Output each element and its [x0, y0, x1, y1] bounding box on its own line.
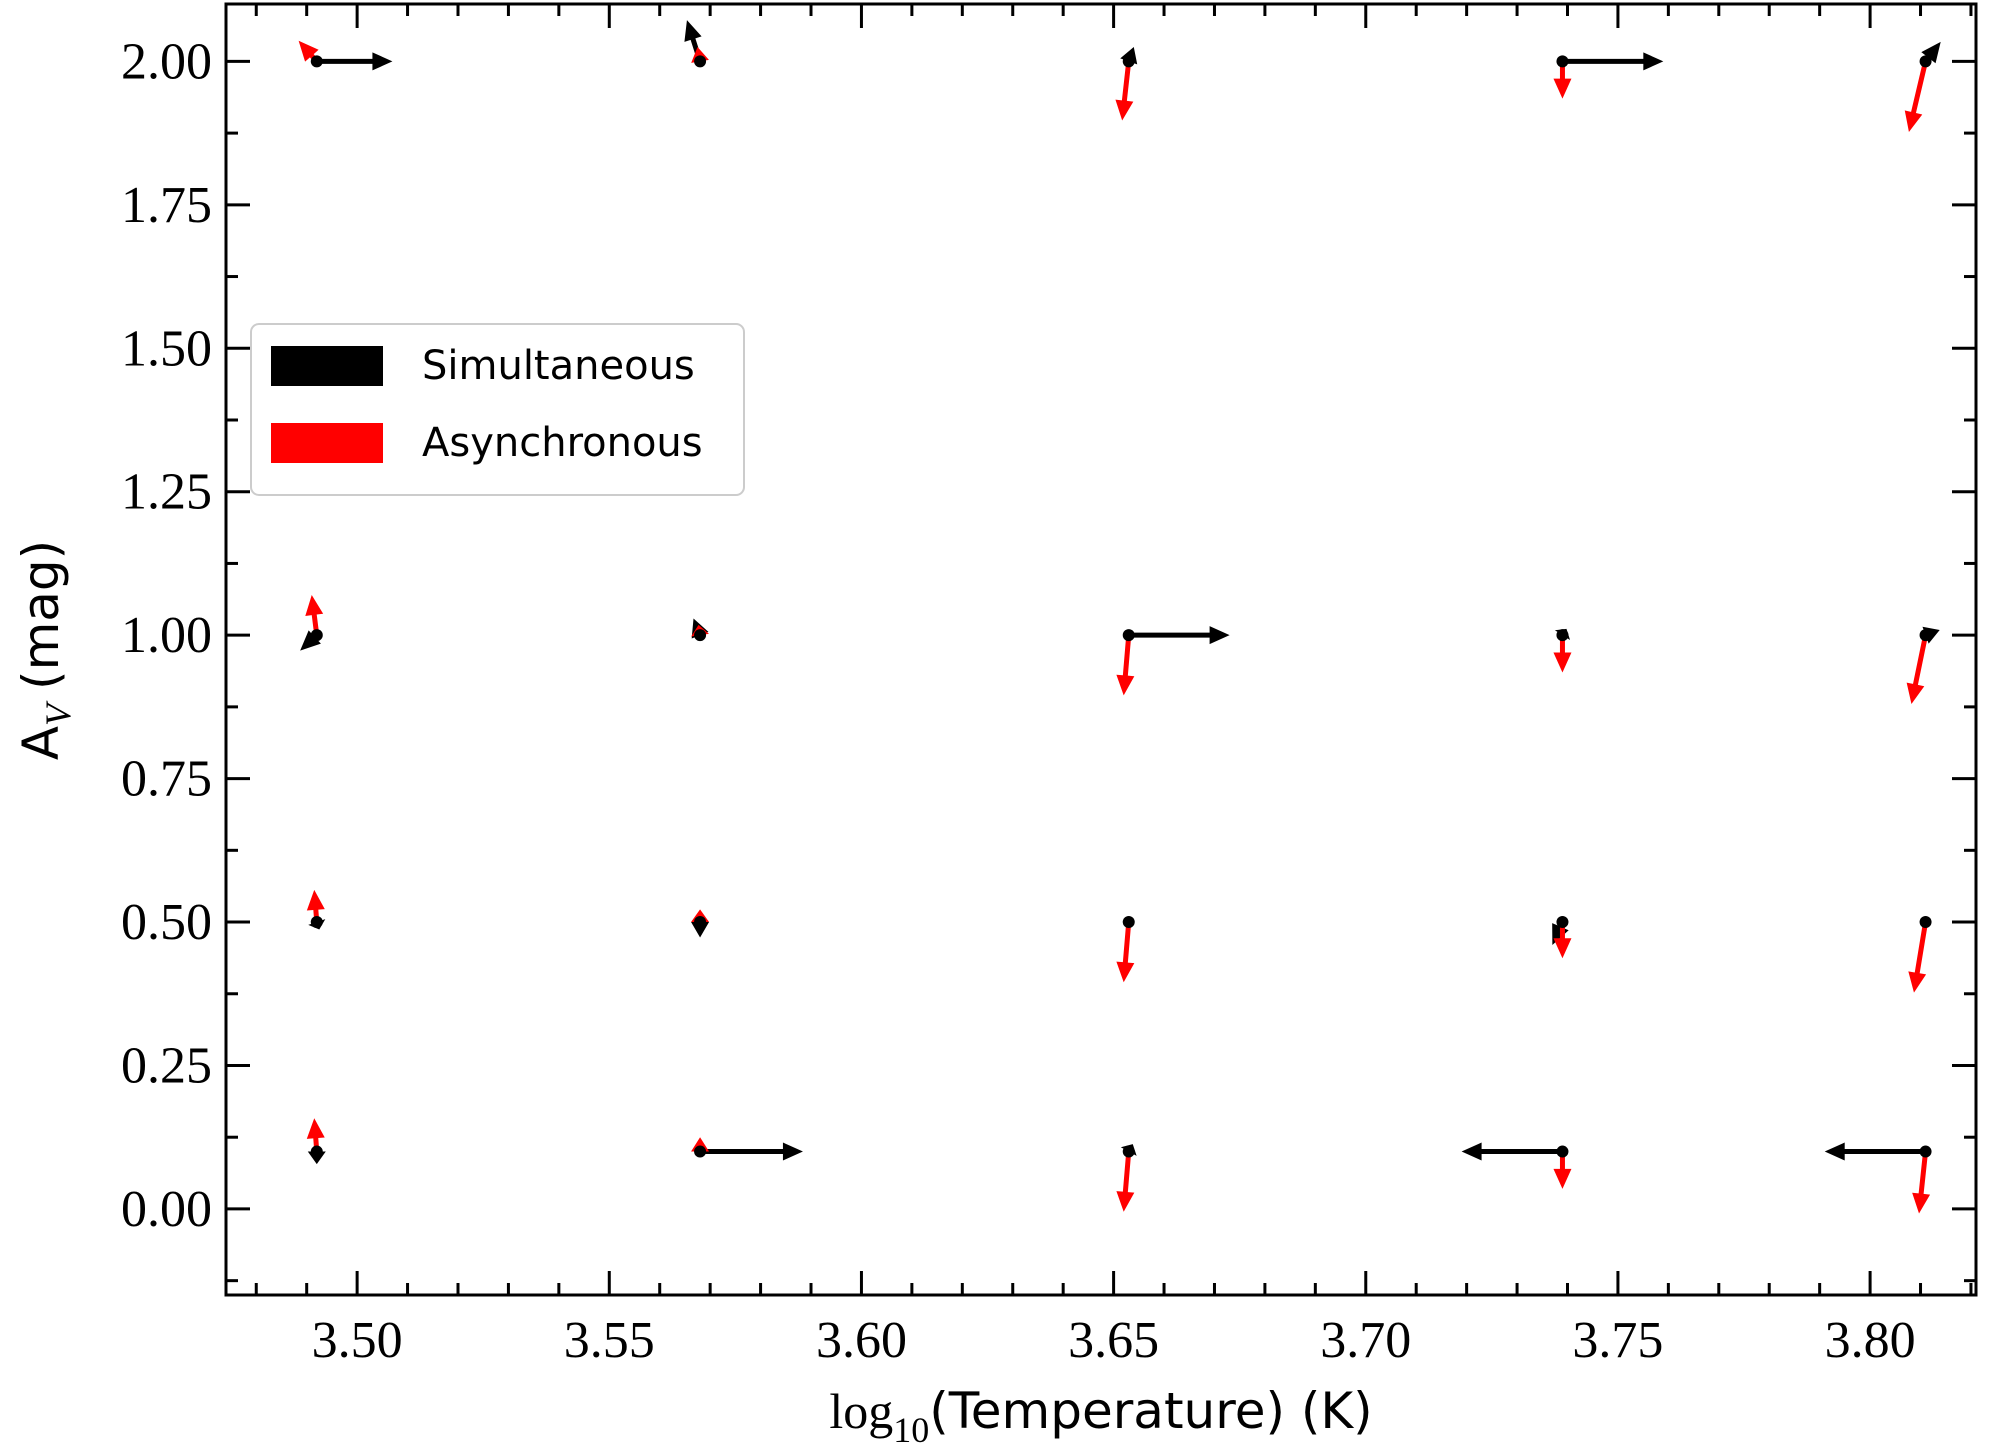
y-tick-label: 1.25 [121, 464, 212, 521]
point [1556, 916, 1569, 929]
arrow [1115, 61, 1134, 121]
plot-frame [224, 2, 1978, 1297]
arrow [1553, 1151, 1572, 1189]
arrow [306, 1118, 325, 1152]
y-tick-label: 0.75 [121, 751, 212, 808]
point [310, 629, 323, 642]
x-tick-label: 3.65 [1068, 1312, 1159, 1369]
arrow [1116, 634, 1135, 696]
x-tick-label: 3.75 [1572, 1312, 1663, 1369]
legend: Simultaneous Asynchronous [250, 323, 745, 496]
legend-swatch [271, 423, 383, 463]
arrow [1116, 1151, 1135, 1212]
point [694, 1145, 707, 1158]
point [1556, 629, 1569, 642]
arrow [1116, 921, 1135, 983]
point [1122, 629, 1135, 642]
point [1919, 629, 1932, 642]
x-tick-label: 3.55 [564, 1312, 655, 1369]
arrow [1562, 52, 1664, 71]
arrow [1553, 61, 1572, 99]
y-axis-label: AV(mag) [12, 540, 78, 760]
arrow [700, 1142, 803, 1161]
arrow [1824, 1142, 1926, 1161]
point [1556, 1145, 1569, 1158]
y-tick-label: 1.50 [121, 320, 212, 377]
arrow [1553, 635, 1572, 673]
point [694, 629, 707, 642]
point [310, 55, 323, 68]
arrow [1461, 1142, 1563, 1161]
legend-swatch [271, 346, 383, 386]
x-tick-label: 3.50 [312, 1312, 403, 1369]
arrow [1553, 922, 1572, 959]
arrow [1908, 921, 1929, 993]
x-axis-label: log10(Temperature) (K) [829, 1382, 1372, 1445]
point [1919, 916, 1932, 929]
point [1919, 1145, 1932, 1158]
point [1122, 1145, 1135, 1158]
arrow [306, 889, 325, 923]
arrow [316, 52, 393, 71]
arrow [1904, 60, 1929, 132]
point [694, 916, 707, 929]
y-tick-label: 1.00 [121, 607, 212, 664]
point [1556, 55, 1569, 68]
arrow [1128, 626, 1230, 645]
y-tick-label: 2.00 [121, 33, 212, 90]
arrow [1906, 634, 1929, 705]
legend-label: Asynchronous [422, 420, 703, 466]
point [310, 916, 323, 929]
legend-label: Simultaneous [422, 343, 695, 389]
point [694, 55, 707, 68]
y-tick-label: 0.50 [121, 894, 212, 951]
x-tick-label: 3.70 [1320, 1312, 1411, 1369]
y-tick-label: 0.25 [121, 1037, 212, 1094]
y-tick-label: 0.00 [121, 1181, 212, 1238]
point [310, 1145, 323, 1158]
arrow [305, 594, 324, 636]
x-tick-label: 3.60 [816, 1312, 907, 1369]
point [1122, 916, 1135, 929]
arrow [1912, 1151, 1931, 1214]
point [1919, 55, 1932, 68]
point [1122, 55, 1135, 68]
x-tick-label: 3.80 [1825, 1312, 1916, 1369]
y-tick-label: 1.75 [121, 177, 212, 234]
